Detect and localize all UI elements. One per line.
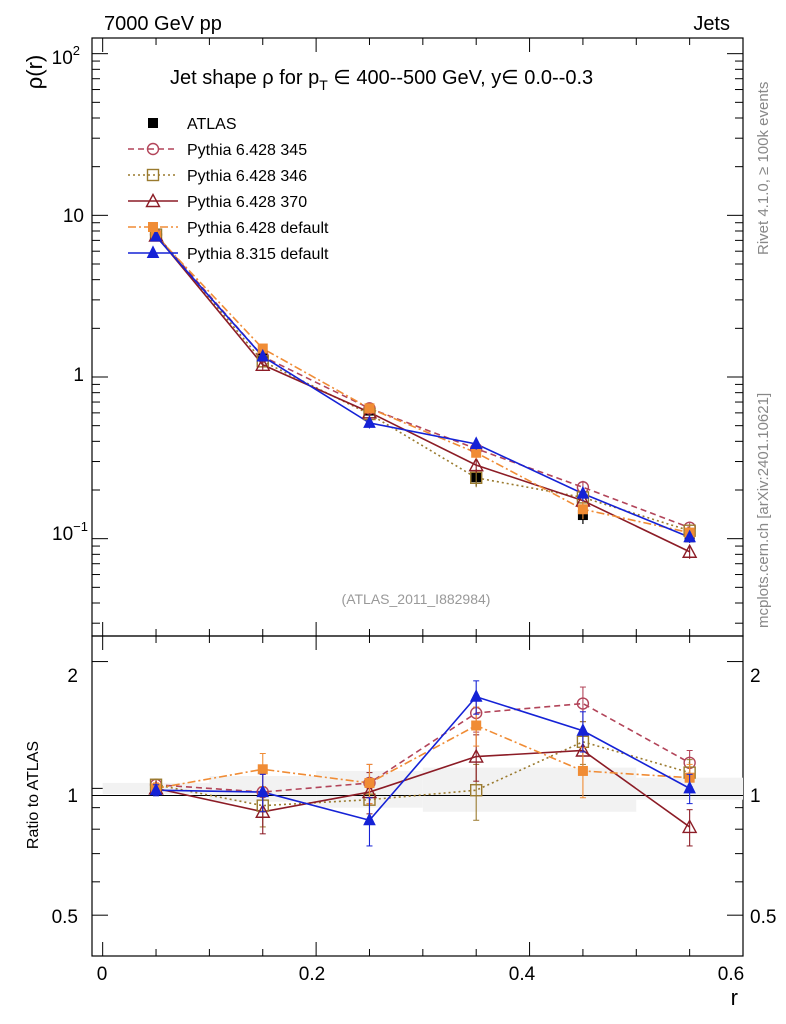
legend-symbol-pythia-6-428-346	[146, 168, 160, 182]
legend: ATLAS Pythia 6.428 345 Pythia 6.428 346 …	[128, 116, 329, 263]
plot-title: Jet shape ρ for pT ∈ 400--500 GeV, y∈ 0.…	[170, 67, 593, 93]
legend-symbol-pythia-6-428-default	[148, 222, 158, 232]
legend-label-pythia-6428-370: Pythia 6.428 370	[187, 194, 307, 211]
main-y-axis-label: ρ(r)	[22, 55, 47, 90]
plot-title-subscript: T	[319, 77, 328, 93]
series-line-pythia-6-428-345	[155, 234, 690, 529]
ratio-point-pythia-8-315-default	[683, 780, 696, 794]
point-pythia-8-315-default	[149, 228, 163, 242]
ratio-tick-label-2-right: 2	[750, 666, 761, 687]
analysis-id-watermark: (ATLAS_2011_I882984)	[342, 591, 491, 607]
y-tick-01-base: 10	[52, 524, 73, 545]
legend-label-pythia-6428-346: Pythia 6.428 346	[187, 168, 307, 185]
ratio-point-pythia-6-428-default	[257, 764, 268, 775]
x-tick-label-0.2: 0.2	[299, 964, 325, 985]
point-pythia-6-428-370	[681, 543, 698, 558]
ratio-tick-label-0.5-left: 0.5	[52, 907, 78, 928]
point-pythia-6-428-370	[468, 457, 484, 472]
y-tick-label-0.1: 10−1	[52, 519, 88, 545]
ratio-point-pythia-6-428-default	[577, 765, 588, 776]
x-tick-label-0: 0	[97, 964, 108, 985]
legend-symbol-atlas	[148, 118, 158, 128]
legend-label-atlas: ATLAS	[187, 116, 237, 133]
legend-symbol-pythia-6-428-370	[145, 193, 161, 208]
y-tick-label-10: 10	[63, 206, 84, 227]
ratio-point-pythia-6-428-370	[255, 803, 271, 818]
point-pythia-6-428-default	[577, 504, 588, 515]
legend-symbol-pythia-6-428-345	[146, 142, 160, 156]
ratio-point-pythia-6-428-345	[576, 697, 590, 710]
ratio-line-pythia-6-428-default	[155, 724, 690, 790]
point-pythia-8-315-default	[363, 415, 376, 428]
legend-label-pythia-6428-345: Pythia 6.428 345	[187, 142, 307, 159]
y-tick-100-exp: 2	[73, 43, 80, 58]
header-energy-label: 7000 GeV pp	[104, 13, 222, 35]
ratio-point-pythia-6-428-346	[469, 784, 483, 797]
ratio-point-pythia-8-315-default	[469, 689, 483, 702]
ratio-point-pythia-6-428-default	[364, 777, 375, 788]
point-pythia-6-428-370	[255, 356, 271, 371]
header-jets-label: Jets	[693, 13, 730, 35]
series-line-pythia-6-428-default	[155, 234, 690, 534]
legend-label-pythia-6428-default: Pythia 6.428 default	[187, 220, 329, 237]
y-tick-label-1: 1	[73, 365, 84, 386]
ratio-point-pythia-8-315-default	[256, 784, 270, 798]
rivet-version-label: Rivet 4.1.0, ≥ 100k events	[755, 82, 772, 255]
x-axis-label: r	[731, 985, 738, 1010]
ratio-line-pythia-8-315-default	[156, 695, 691, 822]
x-tick-label-0.6: 0.6	[718, 964, 744, 985]
ratio-point-pythia-6-428-370	[468, 748, 484, 763]
ratio-tick-label-2-left: 2	[67, 666, 78, 687]
legend-label-pythia-8315-default: Pythia 8.315 default	[187, 246, 329, 263]
ratio-point-pythia-8-315-default	[149, 782, 163, 796]
ratio-y-axis-label: Ratio to ATLAS	[25, 741, 42, 849]
ratio-tick-label-0.5-right: 0.5	[750, 907, 776, 928]
series-line-pythia-8-315-default	[155, 235, 690, 539]
plot-title-prefix: Jet shape ρ for p	[170, 67, 319, 89]
point-pythia-8-315-default	[683, 529, 696, 543]
point-pythia-8-315-default	[469, 436, 483, 450]
y-tick-label-100: 102	[52, 43, 80, 69]
point-pythia-8-315-default	[256, 348, 270, 362]
ratio-tick-label-1-left: 1	[67, 786, 78, 807]
ratio-point-pythia-8-315-default	[576, 723, 590, 736]
ratio-point-pythia-8-315-default	[363, 812, 376, 826]
legend-symbol-pythia-8-315-default	[146, 245, 160, 258]
ratio-point-pythia-6-428-370	[681, 818, 698, 834]
x-tick-label-0.4: 0.4	[509, 964, 536, 985]
series-line-pythia-6-428-346	[155, 234, 690, 532]
ratio-line-pythia-6-428-370	[155, 749, 691, 828]
y-tick-100-base: 10	[52, 48, 73, 69]
ratio-tick-label-1-right: 1	[750, 786, 761, 807]
plot-title-suffix: ∈ 400--500 GeV, y∈ 0.0--0.3	[328, 67, 593, 89]
ratio-line-pythia-6-428-346	[155, 740, 690, 807]
y-tick-01-exp: −1	[73, 519, 88, 534]
point-pythia-8-315-default	[576, 485, 590, 499]
mcplots-label: mcplots.cern.ch [arXiv:2401.10621]	[755, 393, 772, 628]
ratio-point-pythia-6-428-default	[471, 720, 482, 731]
series-line-pythia-6-428-370	[155, 235, 690, 553]
point-pythia-6-428-default	[364, 403, 375, 414]
